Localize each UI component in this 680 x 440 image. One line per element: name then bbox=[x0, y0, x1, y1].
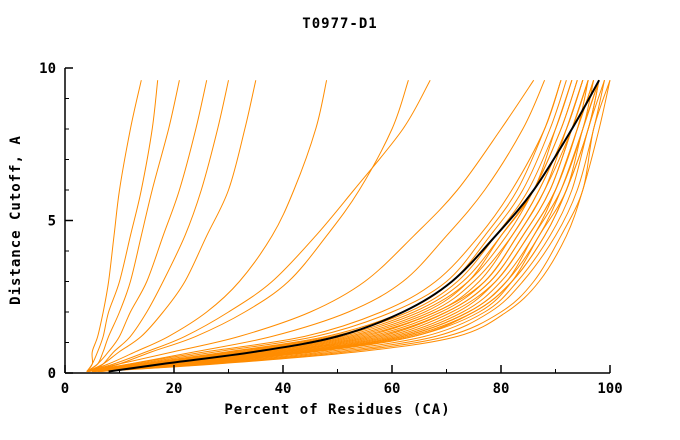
series-model-16 bbox=[86, 80, 573, 372]
x-tick-label: 0 bbox=[61, 381, 69, 397]
series-model-30 bbox=[86, 80, 589, 372]
x-tick-label: 80 bbox=[493, 381, 510, 397]
series-model-04 bbox=[86, 80, 208, 372]
series-model-23 bbox=[86, 80, 578, 372]
x-tick-label: 20 bbox=[166, 381, 183, 397]
series-model-02 bbox=[86, 80, 159, 372]
x-tick-label: 60 bbox=[384, 381, 401, 397]
chart-title: T0977-D1 bbox=[302, 16, 378, 32]
series-model-33 bbox=[97, 80, 611, 372]
y-tick-label: 10 bbox=[39, 61, 56, 77]
series-model-05 bbox=[92, 80, 229, 372]
series-model-26 bbox=[92, 80, 595, 372]
y-tick-label: 5 bbox=[48, 214, 56, 230]
x-axis-label: Percent of Residues (CA) bbox=[224, 402, 451, 418]
series-model-11 bbox=[92, 79, 546, 372]
series-reference bbox=[108, 79, 600, 373]
series-model-36 bbox=[97, 80, 611, 372]
series-model-08 bbox=[92, 80, 409, 372]
series-model-31 bbox=[97, 80, 605, 372]
series-model-12 bbox=[86, 80, 567, 372]
series-model-07 bbox=[86, 80, 328, 372]
series-model-10 bbox=[86, 79, 535, 372]
x-tick-label: 40 bbox=[275, 381, 292, 397]
y-tick-label: 0 bbox=[48, 366, 56, 382]
x-tick-label: 100 bbox=[597, 381, 622, 397]
series-model-20 bbox=[86, 80, 562, 372]
series-model-35 bbox=[86, 80, 562, 372]
series-model-09 bbox=[86, 79, 431, 372]
series-model-29 bbox=[92, 80, 600, 372]
series-model-34 bbox=[92, 80, 600, 372]
series-model-28 bbox=[97, 80, 605, 372]
series-model-32 bbox=[92, 80, 573, 372]
series-model-06 bbox=[86, 80, 257, 372]
series-model-03 bbox=[86, 80, 180, 372]
series-model-01 bbox=[86, 80, 142, 372]
